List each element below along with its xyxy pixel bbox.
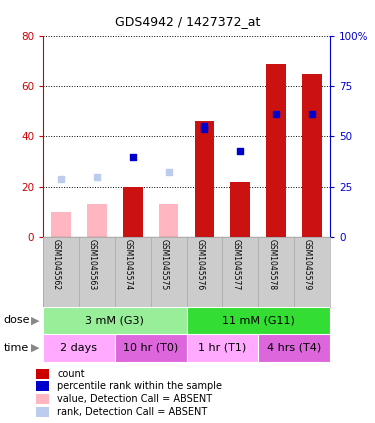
Bar bbox=[79, 237, 115, 307]
Bar bbox=[222, 237, 258, 307]
Text: GSM1045576: GSM1045576 bbox=[195, 239, 204, 290]
Text: GSM1045574: GSM1045574 bbox=[124, 239, 133, 290]
Bar bbox=[187, 334, 258, 362]
Bar bbox=[87, 204, 107, 237]
Text: 4 hrs (T4): 4 hrs (T4) bbox=[267, 343, 321, 353]
Text: GSM1045562: GSM1045562 bbox=[52, 239, 61, 290]
Bar bbox=[187, 307, 330, 334]
Text: 3 mM (G3): 3 mM (G3) bbox=[86, 316, 144, 325]
Text: 1 hr (T1): 1 hr (T1) bbox=[198, 343, 246, 353]
Bar bbox=[123, 187, 142, 237]
Text: percentile rank within the sample: percentile rank within the sample bbox=[57, 381, 222, 391]
Text: 10 hr (T0): 10 hr (T0) bbox=[123, 343, 178, 353]
Bar bbox=[195, 121, 214, 237]
Bar bbox=[51, 212, 71, 237]
Text: dose: dose bbox=[4, 316, 30, 325]
Point bbox=[273, 110, 279, 117]
Text: count: count bbox=[57, 369, 85, 379]
Text: GSM1045575: GSM1045575 bbox=[160, 239, 169, 290]
Bar bbox=[159, 204, 178, 237]
Bar bbox=[294, 237, 330, 307]
Point bbox=[58, 176, 64, 182]
Bar bbox=[187, 237, 222, 307]
Bar bbox=[151, 237, 187, 307]
Bar bbox=[36, 394, 49, 404]
Bar bbox=[43, 334, 115, 362]
Text: GSM1045577: GSM1045577 bbox=[231, 239, 240, 290]
Point bbox=[166, 168, 172, 175]
Bar bbox=[36, 407, 49, 417]
Text: ▶: ▶ bbox=[31, 316, 39, 325]
Bar bbox=[43, 237, 79, 307]
Text: time: time bbox=[4, 343, 29, 353]
Point bbox=[201, 126, 207, 132]
Text: GSM1045578: GSM1045578 bbox=[267, 239, 276, 290]
Bar bbox=[258, 237, 294, 307]
Text: GSM1045579: GSM1045579 bbox=[303, 239, 312, 290]
Text: rank, Detection Call = ABSENT: rank, Detection Call = ABSENT bbox=[57, 407, 208, 417]
Text: GSM1045563: GSM1045563 bbox=[88, 239, 97, 290]
Bar bbox=[231, 181, 250, 237]
Bar bbox=[36, 382, 49, 391]
Bar bbox=[115, 334, 187, 362]
Bar bbox=[258, 334, 330, 362]
Point bbox=[201, 123, 207, 130]
Bar bbox=[115, 237, 151, 307]
Text: 2 days: 2 days bbox=[60, 343, 98, 353]
Text: value, Detection Call = ABSENT: value, Detection Call = ABSENT bbox=[57, 394, 213, 404]
Bar bbox=[43, 307, 187, 334]
Bar bbox=[266, 63, 286, 237]
Text: GDS4942 / 1427372_at: GDS4942 / 1427372_at bbox=[115, 15, 260, 28]
Text: ▶: ▶ bbox=[31, 343, 39, 353]
Point bbox=[237, 148, 243, 155]
Bar bbox=[302, 74, 322, 237]
Point bbox=[130, 153, 136, 160]
Point bbox=[309, 110, 315, 117]
Text: 11 mM (G11): 11 mM (G11) bbox=[222, 316, 295, 325]
Bar bbox=[36, 369, 49, 379]
Point bbox=[94, 173, 100, 180]
